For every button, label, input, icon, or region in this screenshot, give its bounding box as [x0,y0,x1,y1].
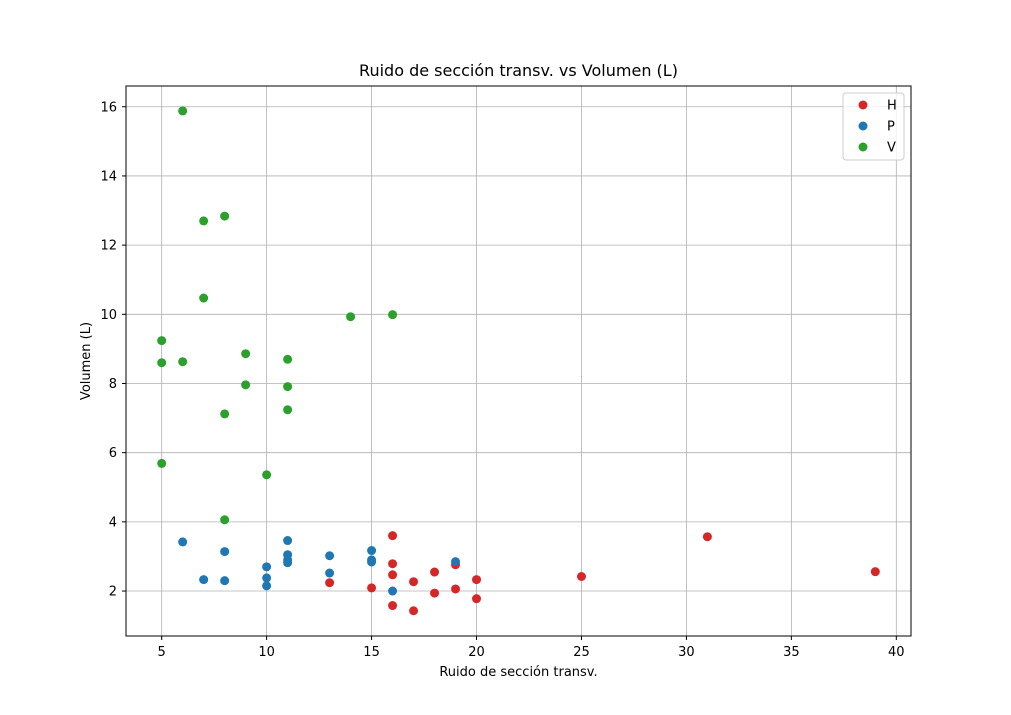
data-point [367,583,377,593]
data-point [199,216,209,226]
data-point [283,382,293,392]
data-point [199,575,209,585]
legend-marker [858,121,868,131]
data-point [430,588,440,598]
data-point [220,515,230,525]
x-tick-label: 25 [573,645,590,660]
data-point [451,557,461,567]
data-point [220,409,230,419]
y-tick-label: 16 [100,100,117,115]
y-tick-label: 6 [109,446,117,461]
x-tick-label: 30 [678,645,695,660]
data-point [472,575,482,585]
legend-label: H [887,99,897,114]
y-axis-label: Volumen (L) [79,322,94,400]
plot-frame [125,85,912,637]
x-tick-label: 40 [888,645,905,660]
y-tick-label: 14 [100,169,117,184]
data-point [220,576,230,586]
grid [126,86,911,636]
data-point [346,312,356,322]
data-point [388,531,398,541]
data-point [262,573,272,583]
data-point [870,567,880,577]
data-point [262,470,272,480]
data-point [241,349,251,359]
data-point [283,354,293,364]
data-point [220,211,230,221]
data-point [409,606,419,616]
data-point [451,584,461,594]
data-point [367,557,377,567]
legend-item-P: P [858,120,895,135]
y-tick-label: 4 [109,515,117,530]
data-point [178,537,188,547]
data-point [388,570,398,580]
x-axis-label: Ruido de sección transv. [439,665,597,680]
x-tick-label: 35 [783,645,800,660]
y-tick-label: 10 [100,308,117,323]
data-point [178,106,188,116]
data-point [178,357,188,367]
data-point [576,572,586,582]
data-point [283,558,293,568]
data-point [283,405,293,415]
legend-marker [858,100,868,110]
y-tick-label: 12 [100,239,117,254]
data-point [388,586,398,596]
data-point [283,536,293,546]
data-point [325,578,335,588]
legend-item-H: H [858,99,897,114]
data-point [430,567,440,577]
y-tick-label: 2 [109,585,117,600]
data-point [702,532,712,542]
chart-title: Ruido de sección transv. vs Volumen (L) [359,61,678,80]
y-tick-label: 8 [109,377,117,392]
data-point [388,310,398,320]
data-point [262,581,272,591]
legend-marker [858,142,868,152]
x-tick-label: 15 [363,645,380,660]
series-P [178,536,461,596]
data-point [388,601,398,611]
x-tick-label: 5 [158,645,166,660]
data-point [388,559,398,569]
series-V [157,106,398,525]
data-point [367,546,377,556]
legend: HPV [842,92,905,161]
data-point [157,336,167,346]
x-tick-label: 20 [468,645,485,660]
legend-label: P [887,120,895,135]
data-point [157,458,167,468]
data-point [262,562,272,572]
data-point [220,547,230,557]
data-points [157,106,880,616]
legend-box [842,92,905,161]
x-tick-label: 10 [258,645,275,660]
data-point [325,568,335,578]
ticks: 5 10 15 20 25 30 35 40 2 4 6 8 10 12 14 16 [100,100,904,660]
legend-label: V [887,141,896,156]
data-point [241,380,251,390]
data-point [157,358,167,368]
series-H [325,531,880,616]
data-point [409,577,419,587]
legend-item-V: V [858,141,896,156]
data-point [199,293,209,303]
data-point [325,551,335,561]
data-point [472,594,482,604]
